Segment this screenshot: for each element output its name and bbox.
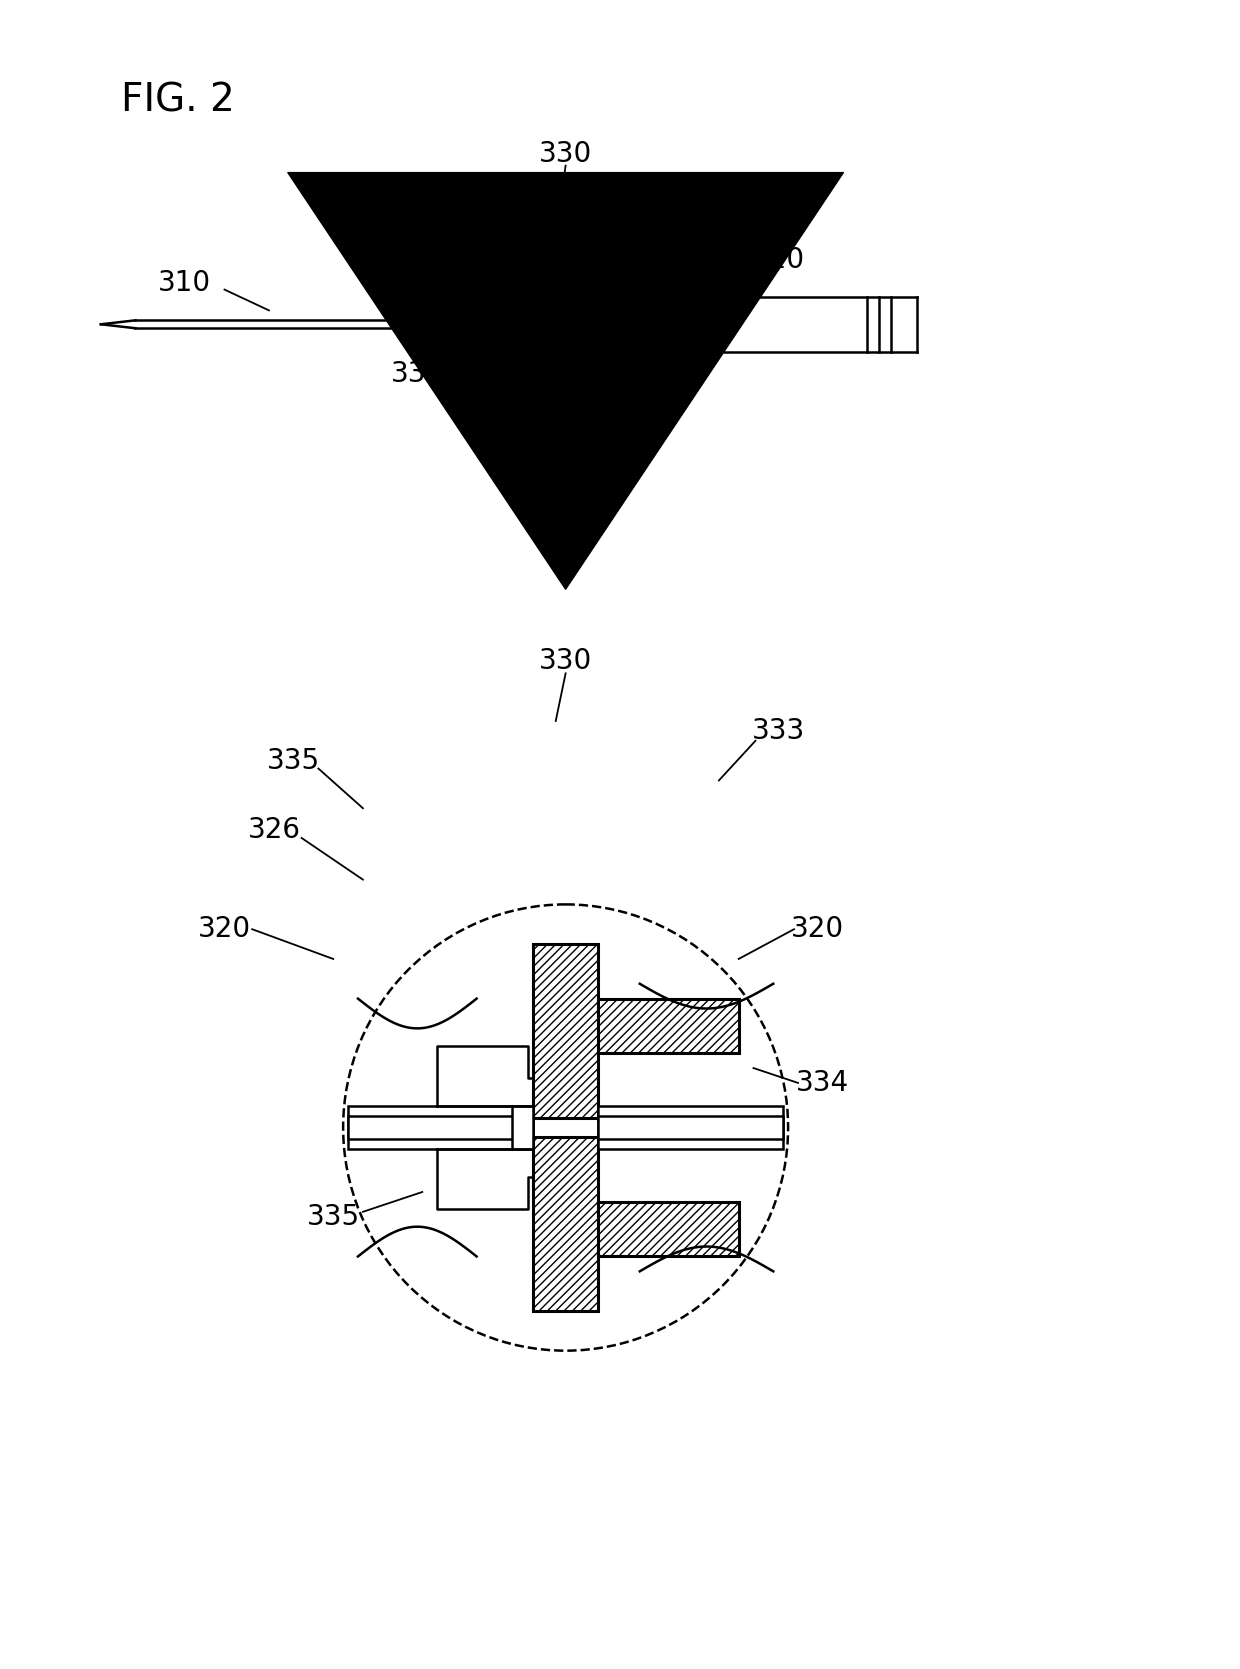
Text: 335: 335 <box>267 746 320 774</box>
Text: 330: 330 <box>539 140 593 167</box>
Text: 333: 333 <box>751 718 805 744</box>
Text: 335: 335 <box>391 361 444 387</box>
Text: 320: 320 <box>751 245 805 274</box>
Bar <box>348 1107 533 1150</box>
Text: 334: 334 <box>796 1068 849 1097</box>
Text: FIG. 2: FIG. 2 <box>120 82 234 118</box>
Text: 326: 326 <box>391 282 444 310</box>
Bar <box>551 359 580 414</box>
Text: 335: 335 <box>391 229 444 257</box>
Text: 326: 326 <box>248 816 300 845</box>
Text: 310: 310 <box>159 269 212 297</box>
Bar <box>528 290 603 309</box>
Bar <box>551 309 580 339</box>
Text: 320: 320 <box>198 915 250 943</box>
Bar <box>348 1115 533 1140</box>
Bar <box>528 339 603 359</box>
Bar <box>533 945 598 1118</box>
Bar <box>598 1107 784 1150</box>
Bar <box>551 235 580 290</box>
Text: 320: 320 <box>791 915 844 943</box>
Bar <box>512 1107 533 1150</box>
Bar <box>598 998 739 1053</box>
Text: 334: 334 <box>632 330 686 359</box>
Bar <box>598 1202 739 1257</box>
Bar <box>533 1138 598 1312</box>
Bar <box>598 1115 784 1140</box>
Text: 330: 330 <box>539 648 593 676</box>
Text: 335: 335 <box>306 1203 360 1230</box>
Text: 333: 333 <box>608 184 661 212</box>
